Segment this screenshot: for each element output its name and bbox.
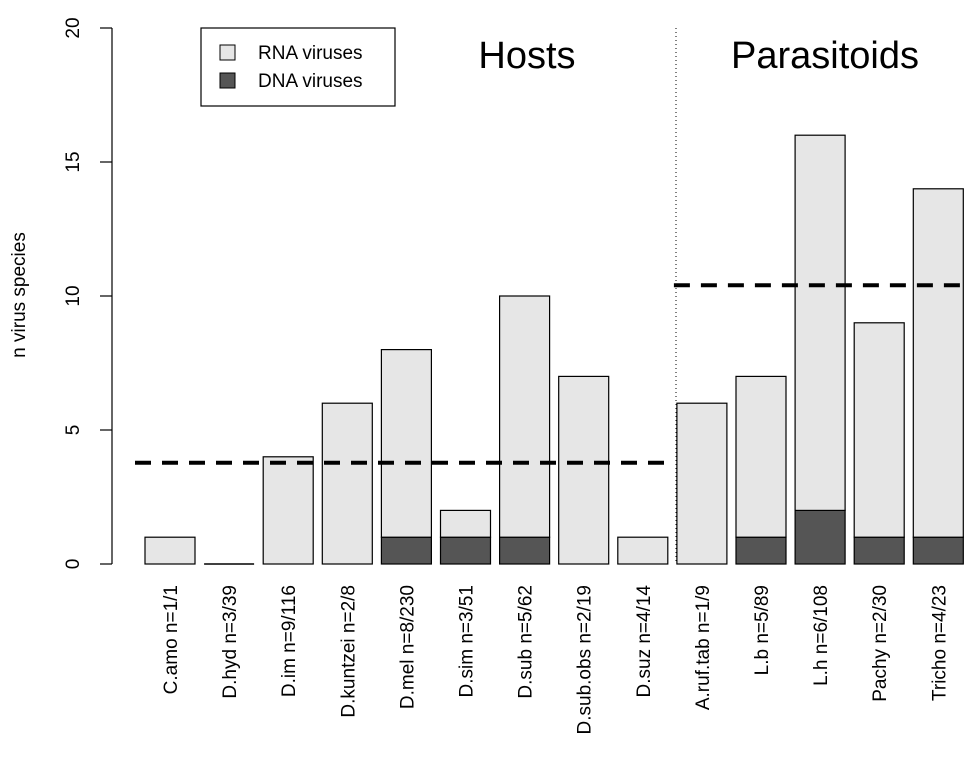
group-title-hosts: Hosts <box>478 35 575 77</box>
bar-segment <box>853 322 905 538</box>
bar-segment <box>912 188 964 538</box>
bar-segment <box>853 536 905 565</box>
legend-label-dna: DNA viruses <box>258 71 363 92</box>
bar-segment <box>794 509 846 565</box>
category-label: A.ruf.tab n=1/9 <box>693 585 714 710</box>
y-axis-label: n virus species <box>9 232 30 358</box>
category-label: D.im n=9/116 <box>279 585 300 697</box>
y-axis: 0 5 10 15 20 <box>63 17 113 570</box>
category-label: L.h n=6/108 <box>811 585 832 686</box>
y-tick-label: 15 <box>63 151 84 172</box>
y-tick-label: 10 <box>63 285 84 306</box>
bar-segment <box>558 375 610 565</box>
bar-segment <box>617 536 669 565</box>
y-tick-label: 5 <box>63 425 84 436</box>
bar-segment <box>912 536 964 565</box>
category-label: D.kuntzei n=2/8 <box>338 585 359 718</box>
legend-label-rna: RNA viruses <box>258 43 363 64</box>
category-labels: C.amo n=1/1 D.hyd n=3/39 D.im n=9/116 D.kun… <box>161 585 950 735</box>
bar-segment <box>735 375 787 538</box>
category-label: Pachy n=2/30 <box>870 585 891 702</box>
legend-swatch-dna <box>219 72 236 89</box>
group-mean-lines <box>135 283 965 465</box>
group-title-parasitoids: Parasitoids <box>731 35 919 77</box>
y-tick-label: 20 <box>63 17 84 38</box>
category-label: C.amo n=1/1 <box>161 585 182 694</box>
bar-segment <box>794 134 846 512</box>
y-tick-label: 0 <box>63 559 84 570</box>
category-label: D.suz n=4/14 <box>634 585 655 698</box>
bar-segment <box>262 456 314 565</box>
category-label: D.mel n=8/230 <box>397 585 418 709</box>
category-label: D.sub.obs n=2/19 <box>575 585 596 734</box>
legend-swatch-rna <box>219 44 236 61</box>
category-label: D.hyd n=3/39 <box>220 585 241 699</box>
bar-segment <box>380 536 432 565</box>
bar-segment <box>676 402 728 565</box>
category-label: D.sub n=5/62 <box>516 585 537 699</box>
bar-segment <box>321 402 373 565</box>
legend-box <box>200 27 396 107</box>
category-label: D.sim n=3/51 <box>457 585 478 697</box>
bar-segment <box>499 295 551 538</box>
category-label: Tricho n=4/23 <box>929 585 950 701</box>
bar-segment <box>380 349 432 538</box>
bar-segment <box>499 536 551 565</box>
legend: RNA viruses DNA viruses <box>200 27 396 107</box>
bar-segment <box>439 536 492 565</box>
category-label: L.b n=5/89 <box>752 585 773 675</box>
bar-segment <box>735 536 787 565</box>
bars <box>144 134 964 565</box>
bar-segment <box>144 536 196 565</box>
bar-segment <box>439 509 492 538</box>
